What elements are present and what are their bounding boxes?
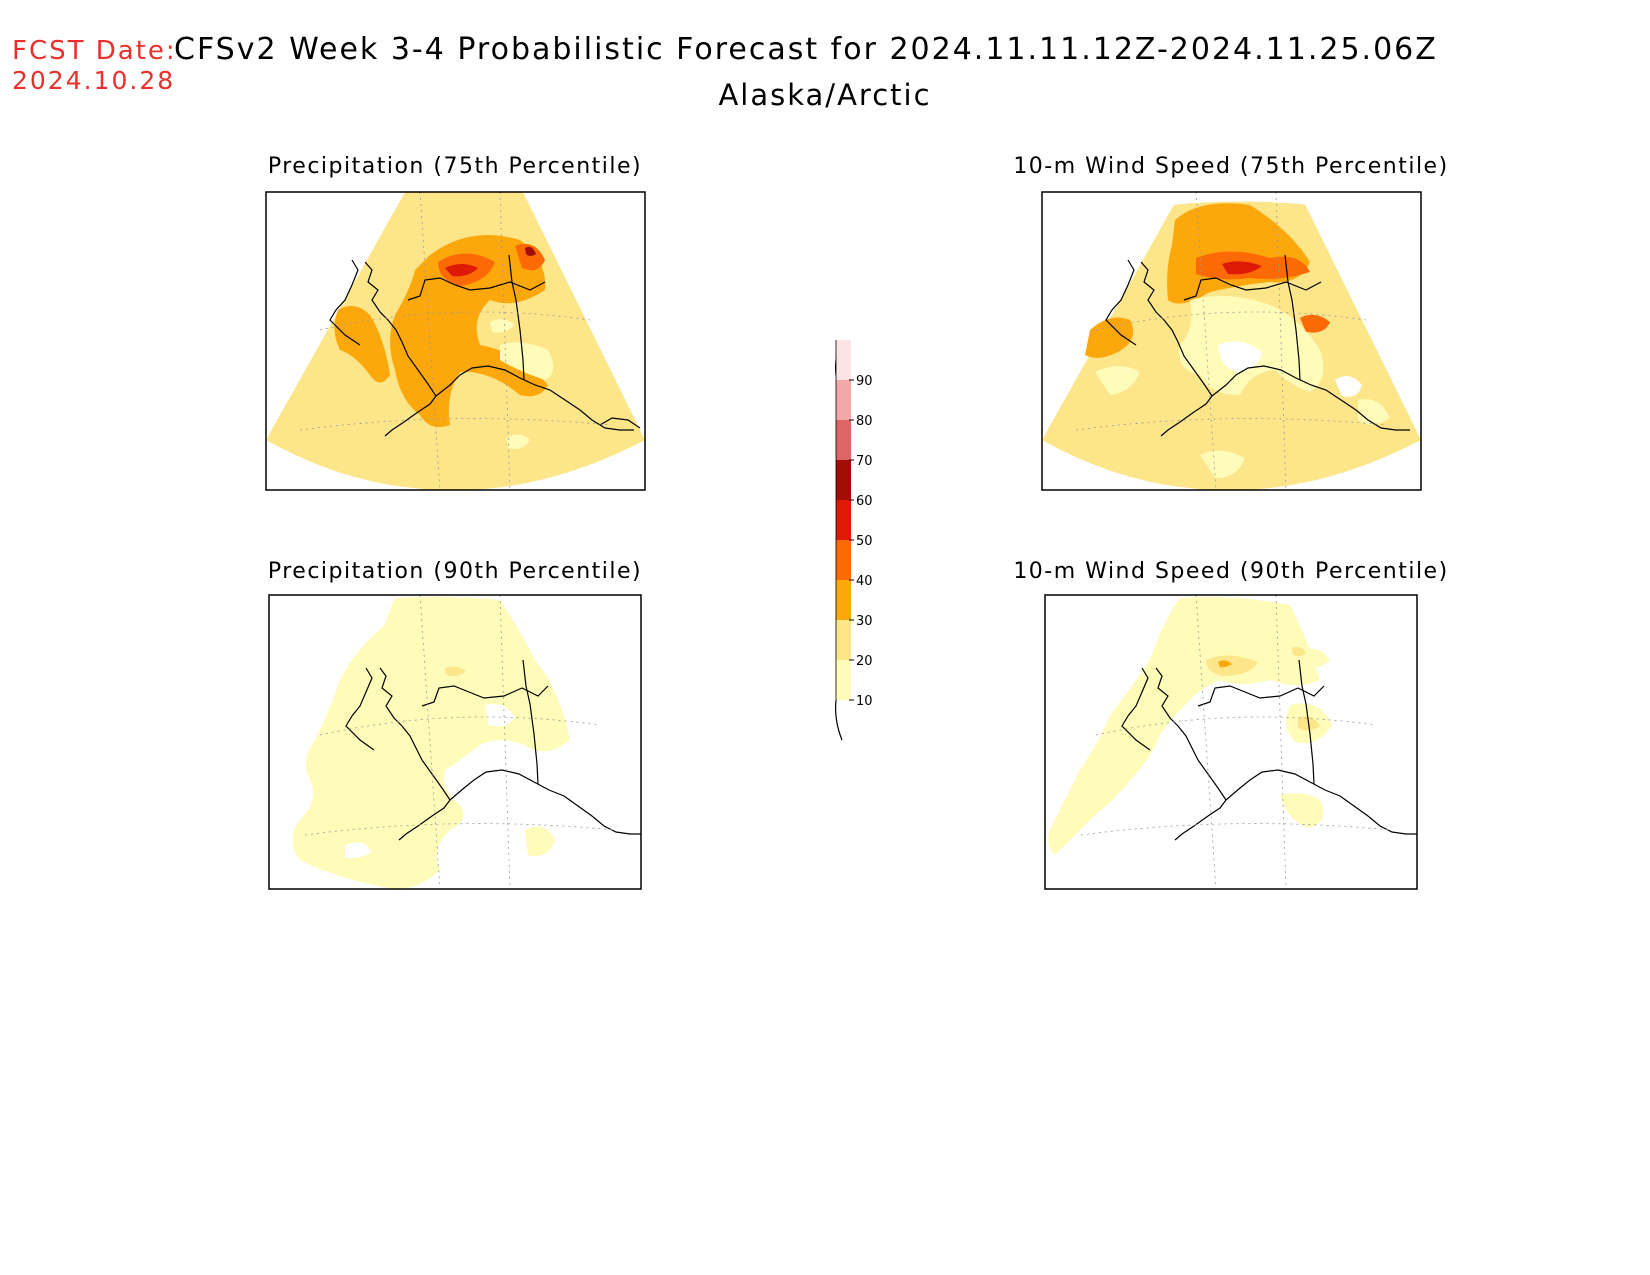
contour-30-region xyxy=(334,306,390,383)
map-area-precip-90 xyxy=(269,595,641,889)
map-area-precip-75 xyxy=(266,192,645,490)
no-signal-region xyxy=(1160,192,1320,205)
colorbar-segment xyxy=(836,620,851,660)
colorbar-tick-label: 40 xyxy=(856,574,873,589)
canada-border xyxy=(508,254,525,381)
canada-border xyxy=(1284,254,1301,381)
coastline xyxy=(599,417,641,429)
coastline xyxy=(407,277,546,301)
colorbar-segment xyxy=(836,660,851,700)
no-signal-region xyxy=(345,842,372,859)
contour-50-region xyxy=(445,264,478,277)
colorbar-tick-label: 20 xyxy=(856,654,873,669)
colorbar-tick-label: 50 xyxy=(856,534,873,549)
coastline xyxy=(1197,685,1325,707)
no-signal-region xyxy=(1218,341,1262,372)
contour-20-region xyxy=(1292,646,1306,656)
coastline xyxy=(379,667,451,841)
colorbar-tick-label: 80 xyxy=(856,414,873,429)
panel-title-wind-90: 10-m Wind Speed (90th Percentile) xyxy=(1013,559,1448,584)
panel-title-precip-90: Precipitation (90th Percentile) xyxy=(268,559,642,584)
coastline xyxy=(1211,365,1410,431)
colorbar-segment xyxy=(836,340,851,380)
contour-10-region xyxy=(292,596,570,889)
chukotka-coast xyxy=(329,259,361,346)
contour-10-region xyxy=(1280,793,1324,828)
colorbar-segment xyxy=(836,540,851,580)
fcst-date-value: 2024.10.28 xyxy=(12,66,176,95)
coastline xyxy=(364,261,437,437)
colorbar-segment xyxy=(836,380,851,420)
graticule xyxy=(304,595,616,889)
colorbar-tick-label: 70 xyxy=(856,454,873,469)
panel-frame xyxy=(268,594,642,890)
map-area-wind-90 xyxy=(1045,595,1417,889)
contour-20-region xyxy=(1206,655,1258,676)
coastline xyxy=(421,685,549,707)
contour-10-region xyxy=(525,826,555,856)
contour-30-region xyxy=(1218,660,1232,668)
contour-40-region xyxy=(1300,314,1330,333)
panel-frame xyxy=(1044,594,1418,890)
canada-border xyxy=(522,659,539,785)
contour-50-region xyxy=(1222,261,1262,275)
panel-wind-75: 10-m Wind Speed (75th Percentile) xyxy=(1013,154,1448,491)
contour-10-region xyxy=(506,434,530,449)
panel-precip-90: Precipitation (90th Percentile) xyxy=(268,559,642,890)
chukotka-coast xyxy=(1105,259,1137,346)
colorbar-bottom-arrow xyxy=(835,699,843,741)
panel-frame xyxy=(265,191,646,491)
fcst-date-label: FCST Date: xyxy=(12,36,177,66)
contour-60-region xyxy=(525,246,536,256)
contour-10-region xyxy=(490,319,515,333)
coastline xyxy=(1155,667,1227,841)
coastline xyxy=(1140,261,1213,437)
colorbar-segment xyxy=(836,420,851,460)
map-area-wind-75 xyxy=(1042,192,1421,490)
contour-10-region xyxy=(1200,450,1245,478)
contour-30-region xyxy=(1085,317,1134,358)
graticule xyxy=(1075,192,1387,490)
contour-10-region xyxy=(500,342,554,380)
panel-title-wind-75: 10-m Wind Speed (75th Percentile) xyxy=(1013,154,1448,179)
colorbar: 10 20 30 40 50 60 70 80 90 xyxy=(835,340,873,741)
coastline xyxy=(435,365,634,431)
no-signal-region xyxy=(1335,376,1362,397)
panel-title-precip-75: Precipitation (75th Percentile) xyxy=(268,154,642,179)
colorbar-tick-label: 90 xyxy=(856,374,873,389)
colorbar-segment xyxy=(836,500,851,540)
colorbar-segment xyxy=(836,580,851,620)
no-signal-region xyxy=(450,844,478,868)
panel-precip-75: Precipitation (75th Percentile) xyxy=(265,154,646,491)
graticule xyxy=(1080,595,1392,889)
coastline xyxy=(1183,277,1322,301)
chukotka-coast xyxy=(345,667,375,751)
contour-10-region xyxy=(1095,366,1140,395)
panel-frame xyxy=(1041,191,1422,491)
contour-40-region xyxy=(515,243,545,271)
region-subtitle: Alaska/Arctic xyxy=(718,78,932,112)
graticule xyxy=(299,192,611,490)
chukotka-coast xyxy=(1121,667,1151,751)
colorbar-tick-label: 60 xyxy=(856,494,873,509)
colorbar-tick-label: 30 xyxy=(856,614,873,629)
no-signal-region xyxy=(485,703,515,727)
colorbar-segment xyxy=(836,460,851,500)
contour-20-region xyxy=(445,666,466,676)
forecast-sector-fill xyxy=(1045,595,1417,889)
canada-border xyxy=(1298,659,1315,785)
contour-10-region xyxy=(1300,648,1330,668)
figure-title: CFSv2 Week 3-4 Probabilistic Forecast fo… xyxy=(174,32,1438,67)
colorbar-tick-label: 10 xyxy=(856,694,873,709)
panel-wind-90: 10-m Wind Speed (90th Percentile) xyxy=(1013,559,1448,890)
